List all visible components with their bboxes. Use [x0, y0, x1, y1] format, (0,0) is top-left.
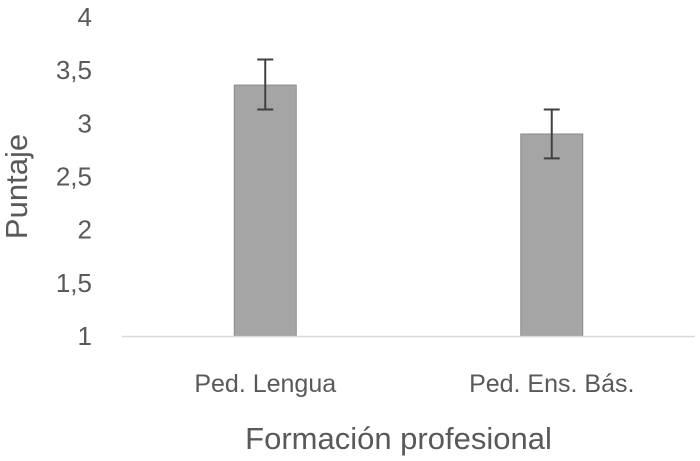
y-axis-ticks: 1 1,5 2 2,5 3 3,5 4	[56, 2, 92, 351]
y-tick-label: 2,5	[56, 162, 92, 192]
y-axis-title: Puntaje	[0, 134, 34, 239]
y-tick-label: 3	[78, 108, 92, 138]
bars	[233, 84, 584, 337]
x-tick-label: Ped. Lengua	[194, 370, 336, 398]
y-tick-label: 1	[78, 321, 92, 351]
x-tick-label: Ped. Ens. Bás.	[469, 370, 634, 398]
y-tick-label: 3,5	[56, 55, 92, 85]
bar	[233, 84, 297, 337]
error-bar	[543, 108, 560, 160]
x-axis-title: Formación profesional	[245, 421, 552, 456]
x-axis-ticks: Ped. Lengua Ped. Ens. Bás.	[194, 370, 634, 398]
bar	[520, 133, 584, 337]
error-bar	[257, 58, 274, 111]
y-tick-label: 1,5	[56, 268, 92, 298]
error-bars	[257, 58, 560, 160]
y-tick-label: 4	[78, 2, 92, 32]
y-tick-label: 2	[78, 215, 92, 245]
